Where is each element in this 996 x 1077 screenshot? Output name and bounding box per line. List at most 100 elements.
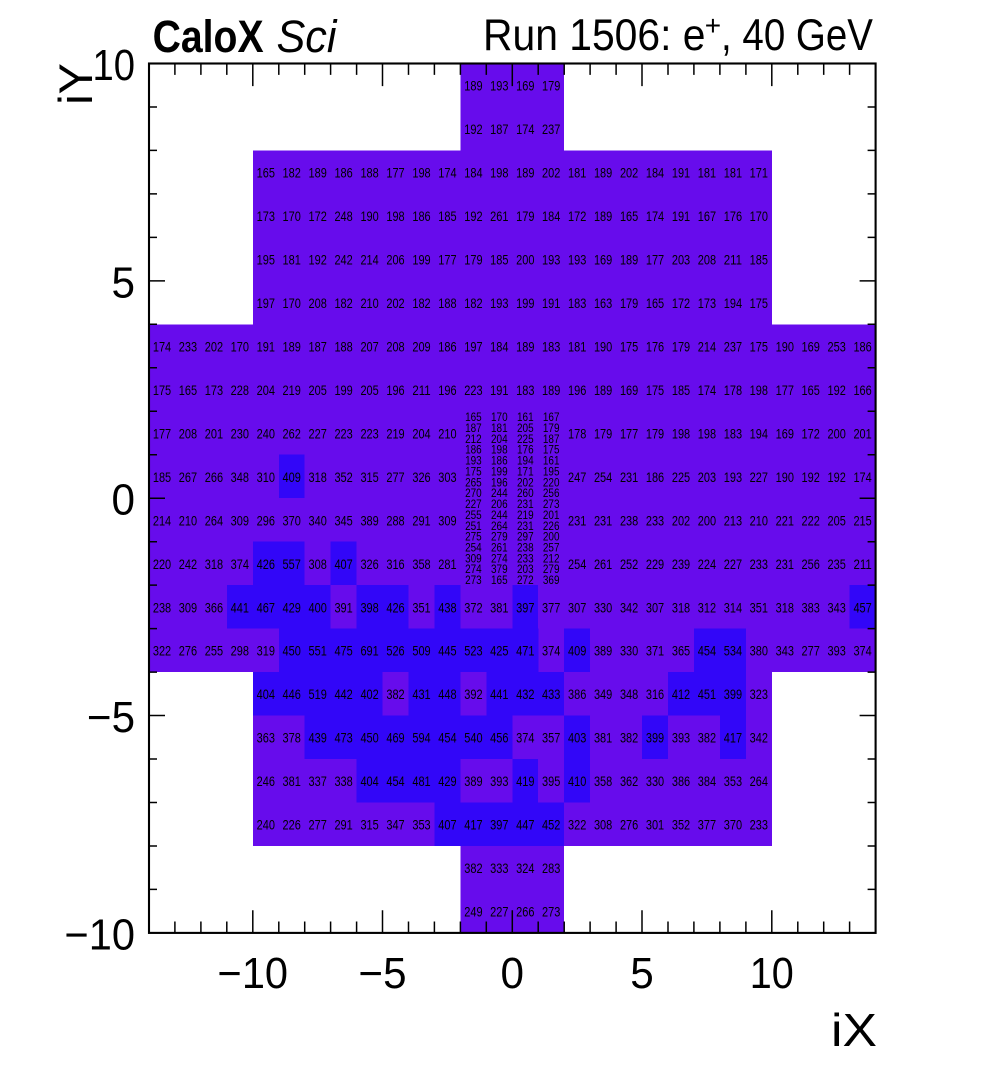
svg-text:178: 178 [724,383,742,398]
svg-text:231: 231 [568,513,586,528]
svg-text:184: 184 [490,340,509,355]
svg-text:167: 167 [543,410,560,424]
svg-text:188: 188 [360,166,378,181]
svg-text:211: 211 [724,253,742,268]
svg-text:343: 343 [828,600,846,615]
svg-text:227: 227 [309,426,327,441]
svg-text:288: 288 [386,513,404,528]
svg-text:215: 215 [853,513,871,528]
svg-text:475: 475 [334,644,352,659]
svg-text:198: 198 [412,166,430,181]
svg-text:193: 193 [465,454,482,468]
svg-text:231: 231 [620,470,638,485]
svg-text:211: 211 [853,557,871,572]
svg-text:186: 186 [491,454,508,468]
svg-text:165: 165 [257,166,275,181]
svg-text:383: 383 [802,600,820,615]
svg-text:198: 198 [750,383,768,398]
svg-text:181: 181 [698,166,716,181]
svg-text:456: 456 [490,731,508,746]
svg-text:186: 186 [465,443,482,457]
svg-text:431: 431 [412,687,430,702]
svg-text:691: 691 [360,644,378,659]
svg-text:471: 471 [516,644,534,659]
svg-text:275: 275 [465,530,482,544]
svg-text:262: 262 [283,426,301,441]
svg-text:192: 192 [464,209,482,224]
svg-text:326: 326 [412,470,430,485]
svg-text:370: 370 [724,818,743,833]
svg-text:363: 363 [257,731,275,746]
svg-text:254: 254 [594,470,613,485]
svg-text:454: 454 [698,644,717,659]
svg-text:310: 310 [257,470,276,485]
svg-text:348: 348 [231,470,249,485]
svg-text:202: 202 [620,166,638,181]
svg-text:239: 239 [672,557,690,572]
svg-text:209: 209 [412,340,430,355]
svg-text:454: 454 [386,774,405,789]
svg-text:191: 191 [672,209,690,224]
svg-text:326: 326 [360,557,378,572]
svg-text:222: 222 [802,513,820,528]
svg-text:255: 255 [205,644,223,659]
svg-text:227: 227 [724,557,742,572]
svg-text:185: 185 [750,253,768,268]
svg-text:238: 238 [517,541,534,555]
svg-text:219: 219 [283,383,301,398]
svg-text:10: 10 [750,950,794,998]
svg-text:Run 1506: e: Run 1506: e [483,11,706,60]
svg-text:219: 219 [386,426,404,441]
svg-text:, 40 GeV: , 40 GeV [721,11,873,60]
svg-text:432: 432 [516,687,534,702]
svg-text:273: 273 [465,573,482,587]
svg-text:189: 189 [283,340,301,355]
svg-text:309: 309 [465,551,482,565]
svg-text:212: 212 [543,551,560,565]
svg-text:−5: −5 [359,950,407,998]
svg-text:192: 192 [828,383,846,398]
svg-text:203: 203 [698,470,716,485]
svg-text:183: 183 [724,426,742,441]
svg-text:189: 189 [594,166,612,181]
svg-text:357: 357 [542,731,560,746]
svg-text:450: 450 [360,731,379,746]
svg-text:227: 227 [490,905,508,920]
svg-text:186: 186 [853,340,871,355]
svg-text:233: 233 [179,340,197,355]
svg-text:181: 181 [283,253,301,268]
svg-text:192: 192 [309,253,327,268]
svg-text:374: 374 [542,644,561,659]
svg-text:192: 192 [802,470,820,485]
svg-text:231: 231 [517,519,534,533]
svg-text:318: 318 [309,470,327,485]
svg-text:393: 393 [672,731,690,746]
svg-text:187: 187 [490,122,508,137]
svg-text:219: 219 [517,508,534,522]
svg-text:233: 233 [517,551,534,565]
svg-text:594: 594 [412,731,431,746]
svg-text:198: 198 [672,426,690,441]
svg-text:177: 177 [386,166,404,181]
svg-text:323: 323 [750,687,768,702]
svg-text:205: 205 [828,513,846,528]
svg-text:393: 393 [828,644,846,659]
svg-text:196: 196 [568,383,586,398]
svg-text:193: 193 [724,470,742,485]
svg-text:205: 205 [309,383,327,398]
svg-text:253: 253 [828,340,846,355]
svg-text:161: 161 [543,454,560,468]
svg-text:197: 197 [257,296,275,311]
svg-text:454: 454 [438,731,457,746]
svg-text:208: 208 [309,296,327,311]
svg-text:0: 0 [112,477,136,525]
svg-text:260: 260 [517,486,534,500]
svg-text:189: 189 [464,79,482,94]
svg-text:442: 442 [334,687,352,702]
svg-text:188: 188 [334,340,352,355]
svg-text:389: 389 [360,513,378,528]
svg-text:198: 198 [698,426,716,441]
svg-text:374: 374 [853,644,872,659]
svg-text:202: 202 [205,340,223,355]
svg-text:303: 303 [438,470,456,485]
